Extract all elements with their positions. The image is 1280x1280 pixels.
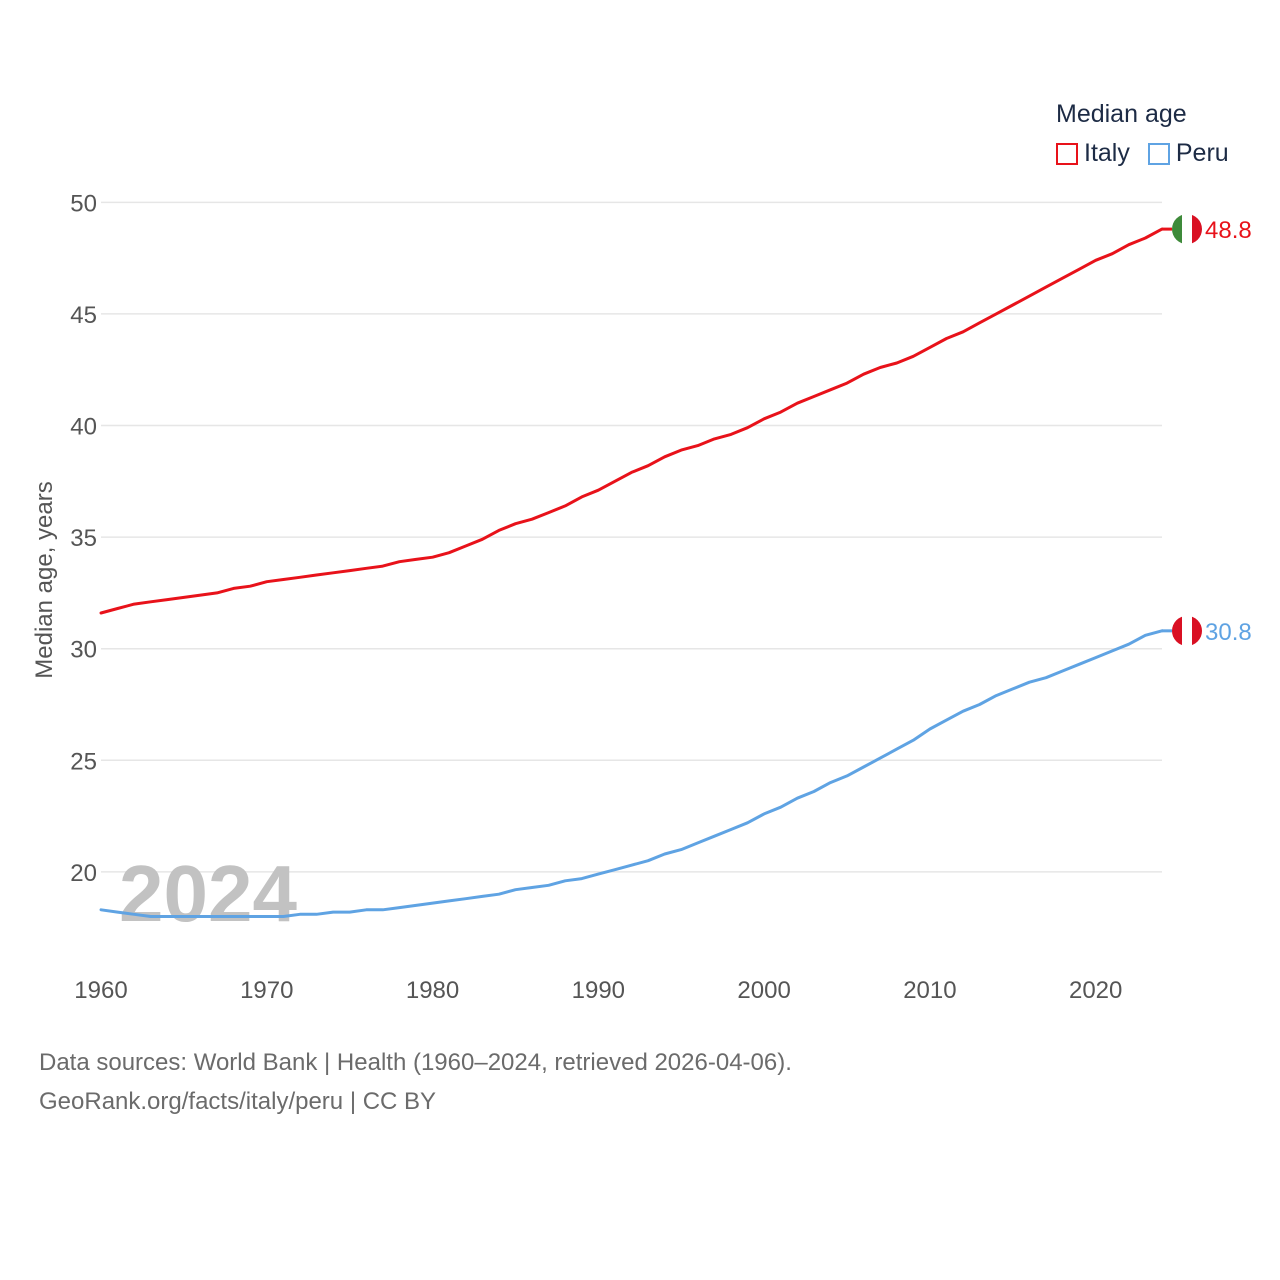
x-tick-label: 1960 xyxy=(74,977,127,1004)
series-line-italy[interactable] xyxy=(99,227,1164,615)
legend-swatch-peru xyxy=(1147,142,1170,165)
peru-flag-icon xyxy=(1172,615,1202,646)
x-tick-label: 1970 xyxy=(240,977,293,1004)
legend-title: Median age xyxy=(1056,100,1187,128)
y-tick-label: 40 xyxy=(70,414,97,441)
legend-item-peru[interactable]: Peru xyxy=(1147,139,1229,168)
source-line-2[interactable]: GeoRank.org/facts/italy/peru | CC BY xyxy=(39,1088,437,1115)
y-tick-label: 30 xyxy=(70,637,97,664)
y-tick-label: 50 xyxy=(70,190,97,217)
y-tick-label: 45 xyxy=(70,302,97,329)
italy-flag-icon xyxy=(1172,214,1202,245)
year-watermark: 2024 xyxy=(119,849,297,938)
series-group: 48.8 30.8 xyxy=(99,214,1252,918)
x-tick-label: 2000 xyxy=(737,977,790,1004)
x-tick-label: 2010 xyxy=(903,977,956,1004)
legend-label-italy: Italy xyxy=(1084,139,1130,167)
end-value-label-peru: 30.8 xyxy=(1205,619,1252,646)
source-line-1: Data sources: World Bank | Health (1960–… xyxy=(39,1049,792,1076)
x-axis-ticks: 1960 1970 1980 1990 2000 2010 2020 xyxy=(74,977,1122,1004)
legend-swatch-italy xyxy=(1056,142,1078,165)
legend-label-peru: Peru xyxy=(1175,139,1229,167)
y-axis-label: Median age, years xyxy=(31,481,58,678)
gridlines xyxy=(101,201,1162,873)
y-tick-label: 25 xyxy=(70,748,97,775)
x-tick-label: 1980 xyxy=(406,977,459,1004)
legend-item-italy[interactable]: Italy xyxy=(1056,139,1130,168)
x-tick-label: 1990 xyxy=(572,977,625,1004)
y-tick-label: 20 xyxy=(70,860,97,887)
y-axis-ticks: 20 25 30 35 40 45 50 xyxy=(70,190,97,887)
series-line-peru[interactable] xyxy=(99,629,1164,918)
x-tick-label: 2020 xyxy=(1069,977,1122,1004)
source-note: Data sources: World Bank | Health (1960–… xyxy=(39,1043,792,1121)
y-tick-label: 35 xyxy=(70,525,97,552)
end-value-label-italy: 48.8 xyxy=(1205,217,1252,244)
legend: Median age Italy Peru xyxy=(1056,100,1229,168)
